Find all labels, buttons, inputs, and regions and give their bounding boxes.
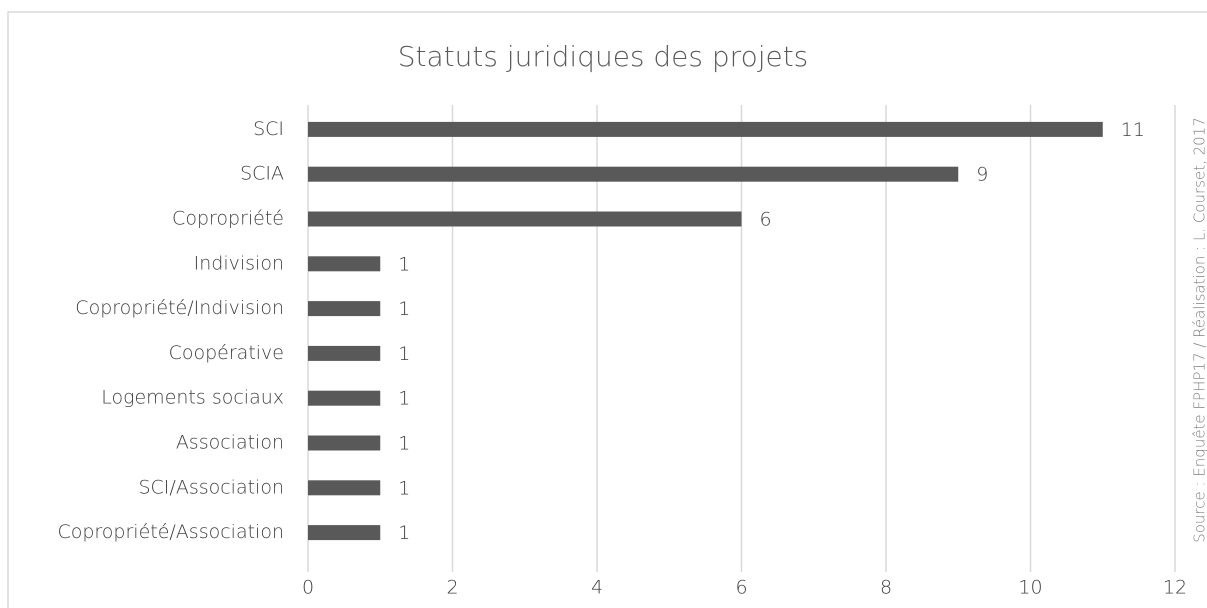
bar (308, 301, 381, 317)
bar (308, 480, 381, 496)
data-label: 6 (760, 209, 772, 231)
bar (308, 525, 381, 541)
chart-title: Statuts juridiques des projets (398, 40, 809, 73)
data-label: 9 (976, 164, 988, 186)
y-tick-label: Logements sociaux (101, 387, 284, 409)
y-tick-label: Copropriété/Indivision (75, 297, 284, 319)
data-label: 1 (398, 298, 410, 320)
y-tick-label: Association (176, 432, 284, 454)
bar (308, 390, 381, 406)
source-note: Source : Enquête FPHP17 / Réalisation : … (1191, 117, 1207, 543)
bar (308, 211, 742, 227)
y-tick-label: SCIA (240, 163, 284, 185)
x-tick-label: 6 (735, 577, 747, 599)
y-tick-label: Coopérative (169, 342, 284, 364)
chart-frame (7, 11, 1207, 608)
x-tick-label: 8 (880, 577, 892, 599)
data-label: 1 (398, 522, 410, 544)
data-label: 1 (398, 433, 410, 455)
bar (308, 345, 381, 361)
data-label: 1 (398, 477, 410, 499)
bar (308, 121, 1103, 137)
data-label: 1 (398, 253, 410, 275)
y-tick-label: Indivision (194, 252, 284, 274)
x-tick-label: 12 (1163, 577, 1187, 599)
data-label: 1 (398, 388, 410, 410)
y-tick-label: Copropriété (172, 208, 284, 230)
x-tick-label: 4 (591, 577, 603, 599)
x-tick-label: 0 (302, 577, 314, 599)
bar (308, 166, 959, 182)
data-label: 1 (398, 343, 410, 365)
x-tick-label: 10 (1018, 577, 1042, 599)
y-tick-label: SCI (253, 118, 284, 140)
y-tick-label: SCI/Association (138, 476, 284, 498)
data-label: 11 (1121, 119, 1145, 141)
bar (308, 435, 381, 451)
bar (308, 256, 381, 272)
y-tick-label: Copropriété/Association (57, 521, 284, 543)
x-tick-label: 2 (446, 577, 458, 599)
